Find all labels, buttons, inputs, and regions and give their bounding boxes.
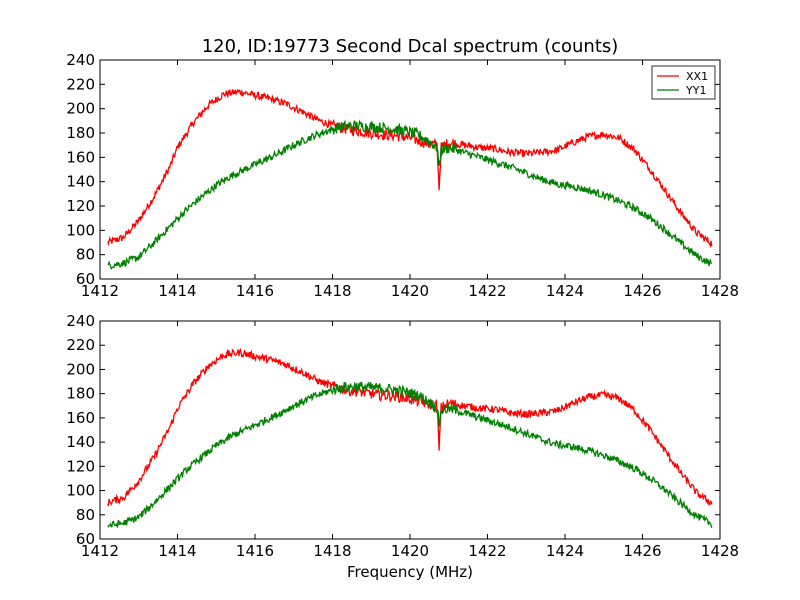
x-tick-label: 1412 xyxy=(81,542,119,560)
y-tick-label: 220 xyxy=(66,75,95,93)
y-tick-label: 100 xyxy=(66,221,95,239)
x-tick-label: 1420 xyxy=(391,282,429,300)
x-tick-label: 1420 xyxy=(391,542,429,560)
x-tick-label: 1414 xyxy=(158,542,196,560)
y-tick-label: 160 xyxy=(66,409,95,427)
y-tick-label: 200 xyxy=(66,360,95,378)
y-tick-label: 60 xyxy=(76,530,95,548)
series-line-xx1 xyxy=(107,347,713,506)
x-tick-label: 1426 xyxy=(623,282,661,300)
series-line-xx1 xyxy=(107,88,713,248)
x-tick-label: 1424 xyxy=(546,282,584,300)
x-tick-label: 1414 xyxy=(158,282,196,300)
series-line-yy1 xyxy=(107,119,713,270)
panel-top: 1412 1414 1416 1418 1420 1422 1424 1426 1428 60 80… xyxy=(66,51,739,300)
x-tick-label: 1424 xyxy=(546,542,584,560)
y-tick-label: 200 xyxy=(66,100,95,118)
x-tick-label: 1428 xyxy=(701,542,739,560)
y-tick-label: 240 xyxy=(66,51,95,69)
x-tick-label: 1426 xyxy=(623,542,661,560)
y-tick-label: 140 xyxy=(66,433,95,451)
x-tick-label: 1422 xyxy=(468,282,506,300)
y-tick-label: 180 xyxy=(66,385,95,403)
y-tick-label: 60 xyxy=(76,270,95,288)
y-tick-label: 80 xyxy=(76,506,95,524)
legend-label-yy1: YY1 xyxy=(685,84,706,97)
x-axis-label: Frequency (MHz) xyxy=(347,563,473,581)
x-tick-label: 1416 xyxy=(236,542,274,560)
y-tick-label: 120 xyxy=(66,197,95,215)
x-tick-label: 1418 xyxy=(313,282,351,300)
x-tick-label: 1416 xyxy=(236,282,274,300)
x-tick-label: 1422 xyxy=(468,542,506,560)
panel-bottom: 1412 1414 1416 1418 1420 1422 1424 1426 1428 60 80… xyxy=(66,312,739,560)
y-tick-label: 220 xyxy=(66,336,95,354)
plot-frame xyxy=(99,59,721,280)
y-tick-label: 160 xyxy=(66,148,95,166)
chart-title: 120, ID:19773 Second Dcal spectrum (coun… xyxy=(202,36,619,57)
y-tick-label: 120 xyxy=(66,457,95,475)
y-tick-label: 140 xyxy=(66,173,95,191)
series-line-yy1 xyxy=(107,381,713,528)
legend-label-xx1: XX1 xyxy=(686,70,708,83)
x-tick-label: 1412 xyxy=(81,282,119,300)
chart-panels: 1412 1414 1416 1418 1420 1422 1424 1426 1428 60 80… xyxy=(66,51,739,560)
y-tick-label: 100 xyxy=(66,482,95,500)
x-tick-label: 1428 xyxy=(701,282,739,300)
legend-box xyxy=(651,65,716,100)
y-tick-label: 240 xyxy=(66,312,95,330)
y-tick-label: 80 xyxy=(76,246,95,264)
y-tick-label: 180 xyxy=(66,124,95,142)
plot-frame xyxy=(99,320,721,540)
x-tick-label: 1418 xyxy=(313,542,351,560)
